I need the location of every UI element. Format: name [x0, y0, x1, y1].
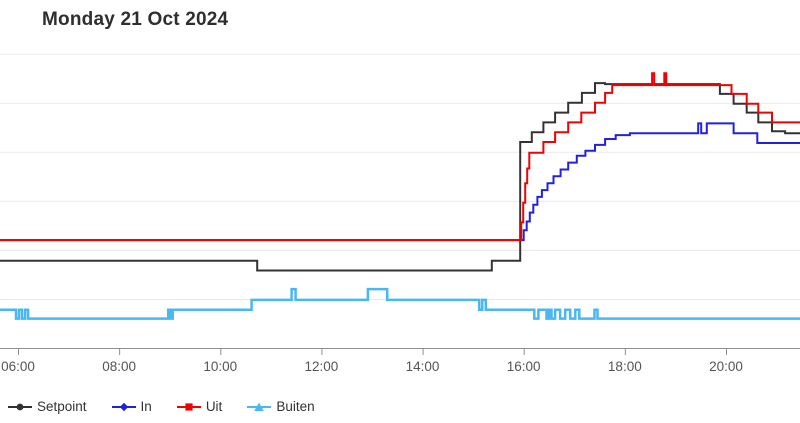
- series-line-buiten: [0, 287, 800, 320]
- temperature-chart-plot[interactable]: [0, 0, 800, 356]
- series-line-in: [0, 122, 800, 242]
- legend-label-uit: Uit: [205, 399, 223, 414]
- x-axis-tick-label: 14:00: [405, 359, 440, 374]
- legend-item-setpoint[interactable]: Setpoint: [8, 399, 87, 414]
- legend-label-in: In: [140, 399, 152, 414]
- x-axis-tick-label: 20:00: [709, 359, 743, 374]
- x-axis-tick-label: 06:00: [1, 359, 35, 374]
- legend-item-in[interactable]: In: [111, 399, 152, 414]
- in-line-diamond-icon: [111, 402, 136, 411]
- series-line-setpoint: [0, 82, 800, 272]
- legend-label-buiten: Buiten: [276, 399, 315, 414]
- setpoint-line-circle-icon: [8, 403, 32, 410]
- buiten-line-triangle-icon: [247, 402, 272, 411]
- chart-legend: Setpoint In Uit Buiten: [8, 399, 315, 414]
- legend-item-buiten[interactable]: Buiten: [247, 399, 315, 414]
- legend-item-uit[interactable]: Uit: [176, 399, 223, 414]
- x-axis-tick-label: 10:00: [203, 359, 238, 374]
- series-line-uit: [0, 72, 800, 242]
- x-axis-tick-label: 12:00: [304, 359, 339, 374]
- legend-label-setpoint: Setpoint: [37, 399, 87, 414]
- uit-line-square-icon: [176, 402, 201, 411]
- chart-title: Monday 21 Oct 2024: [42, 9, 229, 30]
- x-axis-tick-label: 18:00: [607, 359, 642, 374]
- x-axis-tick-label: 08:00: [102, 359, 137, 374]
- x-axis-tick-label: 16:00: [506, 359, 541, 374]
